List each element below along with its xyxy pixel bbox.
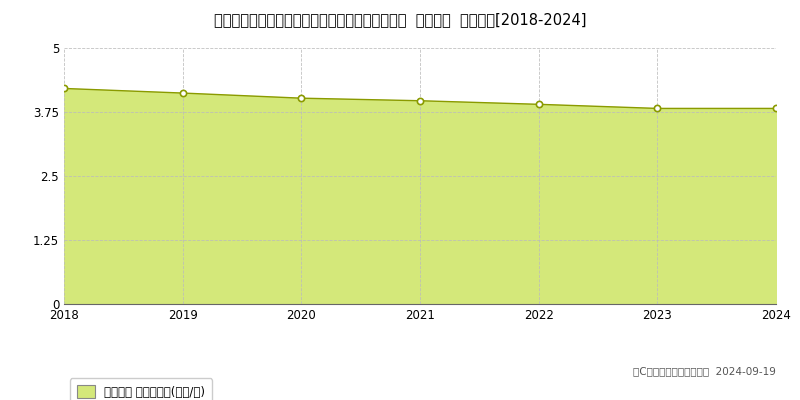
Text: 栃木県河内郡上三川町大字梁字京塚４０７番２外  公示地価  地価推移[2018-2024]: 栃木県河内郡上三川町大字梁字京塚４０７番２外 公示地価 地価推移[2018-20…	[214, 12, 586, 27]
Text: （C）土地価格ドットコム  2024-09-19: （C）土地価格ドットコム 2024-09-19	[633, 366, 776, 376]
Legend: 公示地価 平均坊単価(万円/坊): 公示地価 平均坊単価(万円/坊)	[70, 378, 212, 400]
